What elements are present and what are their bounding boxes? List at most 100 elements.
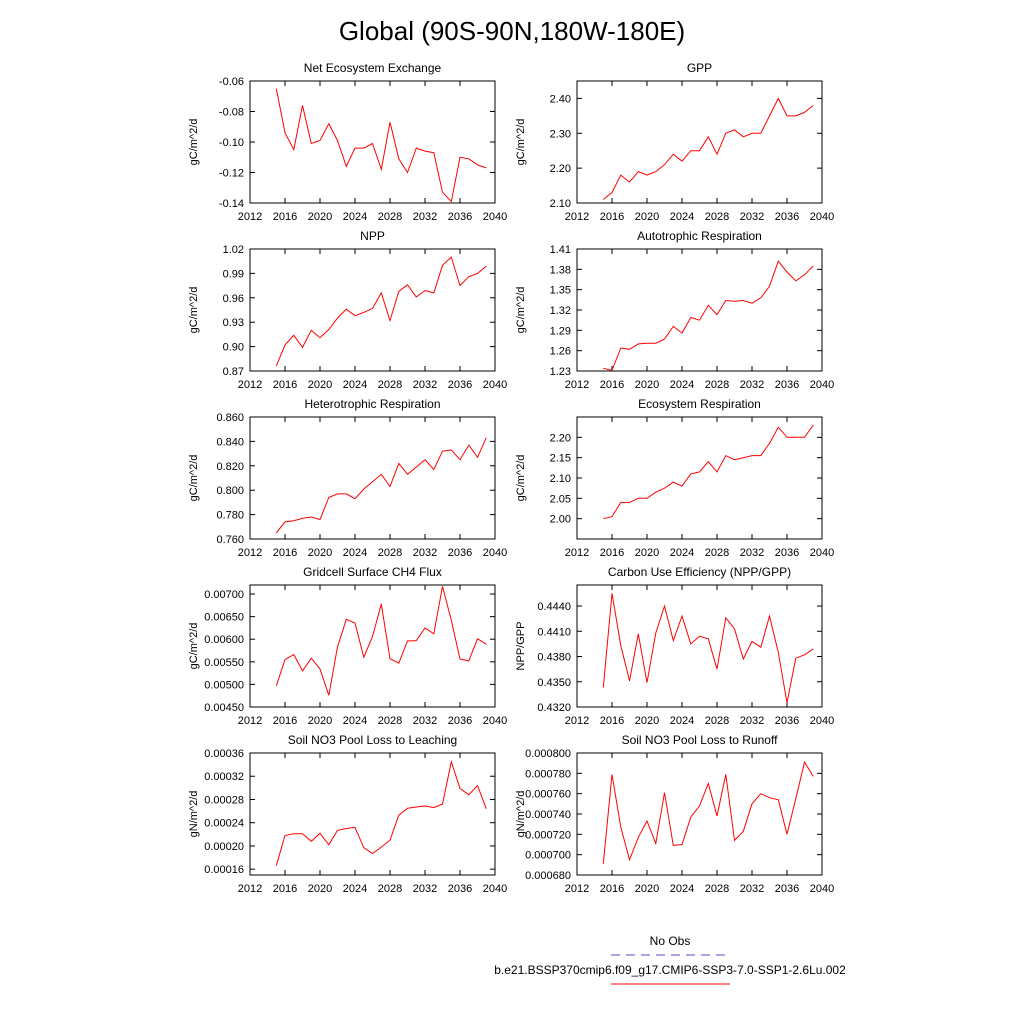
panel-title: Carbon Use Efficiency (NPP/GPP) [608, 565, 791, 579]
y-tick-label: -0.10 [219, 137, 244, 149]
x-tick-label: 2036 [775, 379, 799, 391]
x-tick-label: 2016 [600, 211, 624, 223]
y-tick-label: 2.20 [550, 163, 571, 175]
y-tick-label: 0.00700 [204, 589, 244, 601]
y-tick-label: 2.30 [550, 128, 571, 140]
plot-frame [249, 80, 496, 204]
y-tick-label: 0.00600 [204, 634, 244, 646]
y-tick-label: -0.06 [219, 76, 244, 88]
x-tick-label: 2024 [670, 715, 694, 727]
x-tick-label: 2024 [670, 883, 694, 895]
plot-frame [576, 752, 823, 876]
y-tick-label: 0.000720 [525, 829, 571, 841]
x-tick-label: 2040 [810, 379, 834, 391]
x-tick-label: 2028 [378, 211, 402, 223]
y-tick-label: 0.4320 [537, 702, 571, 714]
y-tick-label: 0.90 [223, 342, 244, 354]
x-tick-label: 2016 [273, 211, 297, 223]
y-tick-label: 0.4410 [537, 626, 571, 638]
y-tick-label: 0.99 [223, 268, 244, 280]
y-tick-label: 1.26 [550, 346, 571, 358]
x-tick-label: 2024 [670, 547, 694, 559]
plot-frame [249, 248, 496, 372]
y-tick-label: 2.20 [550, 432, 571, 444]
series-line [602, 593, 814, 703]
y-axis-label: gC/m^2/d [515, 287, 527, 334]
x-tick-label: 2016 [273, 379, 297, 391]
x-tick-label: 2024 [343, 211, 367, 223]
y-tick-label: 2.10 [550, 198, 571, 210]
y-tick-label: -0.14 [219, 198, 244, 210]
y-axis-label: gN/m^2/d [188, 791, 200, 838]
y-tick-label: 0.840 [216, 436, 244, 448]
panel-title: Gridcell Surface CH4 Flux [303, 565, 442, 579]
panel-5: Heterotrophic Respiration 2012 2016 2020 202… [188, 397, 507, 559]
x-tick-label: 2040 [483, 715, 507, 727]
y-tick-label: -0.08 [219, 107, 244, 119]
plot-frame [249, 584, 496, 708]
legend-label-model: b.e21.BSSP370cmip6.f09_g17.CMIP6-SSP3-7.… [494, 963, 846, 977]
x-tick-label: 2032 [740, 379, 764, 391]
panel-3: NPP 2012 2016 2020 2024 2028 2032 2036 2040 0.87 0… [188, 229, 507, 391]
x-tick-label: 2032 [413, 211, 437, 223]
panels: Net Ecosystem Exchange 2012 2016 2020 2024 20… [188, 61, 834, 895]
series-line [275, 437, 487, 534]
x-tick-label: 2016 [600, 547, 624, 559]
y-tick-label: 1.38 [550, 264, 571, 276]
x-tick-label: 2020 [635, 883, 659, 895]
x-tick-label: 2032 [740, 211, 764, 223]
x-tick-label: 2028 [378, 883, 402, 895]
panel-8: Carbon Use Efficiency (NPP/GPP) 2012 2016 2… [515, 565, 834, 727]
x-tick-label: 2020 [308, 379, 332, 391]
x-tick-label: 2012 [238, 211, 262, 223]
panel-6: Ecosystem Respiration 2012 2016 2020 2024 202… [515, 397, 834, 559]
x-tick-label: 2032 [740, 547, 764, 559]
x-tick-label: 2020 [308, 715, 332, 727]
panel-10: Soil NO3 Pool Loss to Runoff 2012 2016 2020… [515, 733, 834, 895]
series-line [602, 97, 814, 200]
x-tick-label: 2040 [483, 547, 507, 559]
y-axis-label: gC/m^2/d [188, 623, 200, 670]
y-tick-label: 0.000700 [525, 850, 571, 862]
x-tick-label: 2020 [635, 379, 659, 391]
panel-title: Soil NO3 Pool Loss to Leaching [288, 733, 457, 747]
y-axis-label: gC/m^2/d [188, 455, 200, 502]
y-tick-label: 0.000800 [525, 748, 571, 760]
y-tick-label: 1.29 [550, 325, 571, 337]
plot-frame [249, 416, 496, 540]
x-tick-label: 2012 [238, 379, 262, 391]
y-tick-label: 0.4440 [537, 601, 571, 613]
y-axis-label: gN/m^2/d [515, 791, 527, 838]
y-tick-label: 1.32 [550, 305, 571, 317]
y-tick-label: 1.41 [550, 244, 571, 256]
panel-title: Net Ecosystem Exchange [304, 61, 442, 75]
y-tick-label: 0.800 [216, 485, 244, 497]
y-tick-label: 0.760 [216, 534, 244, 546]
x-tick-label: 2036 [448, 547, 472, 559]
panel-title: GPP [687, 61, 712, 75]
legend-label-obs: No Obs [650, 934, 691, 948]
plot-frame [576, 248, 823, 372]
panel-7: Gridcell Surface CH4 Flux 2012 2016 2020 202… [188, 565, 507, 727]
x-tick-label: 2040 [483, 379, 507, 391]
x-tick-label: 2012 [565, 211, 589, 223]
y-tick-label: 0.4380 [537, 652, 571, 664]
panel-title: Soil NO3 Pool Loss to Runoff [622, 733, 779, 747]
x-tick-label: 2032 [413, 379, 437, 391]
y-axis-label: gC/m^2/d [188, 119, 200, 166]
y-tick-label: 0.00650 [204, 612, 244, 624]
y-tick-label: 0.00028 [204, 794, 244, 806]
y-tick-label: 2.05 [550, 493, 571, 505]
y-tick-label: 0.00036 [204, 748, 244, 760]
y-tick-label: 2.00 [550, 514, 571, 526]
series-line [603, 260, 814, 371]
x-tick-label: 2032 [413, 547, 437, 559]
x-tick-label: 2036 [448, 379, 472, 391]
x-tick-label: 2024 [343, 547, 367, 559]
y-tick-label: 0.860 [216, 412, 244, 424]
x-tick-label: 2012 [238, 547, 262, 559]
panel-2: GPP 2012 2016 2020 2024 2028 2032 2036 2040 2.10 2… [515, 61, 834, 223]
series-line [602, 760, 814, 864]
y-axis-label: gC/m^2/d [515, 119, 527, 166]
x-tick-label: 2032 [740, 715, 764, 727]
